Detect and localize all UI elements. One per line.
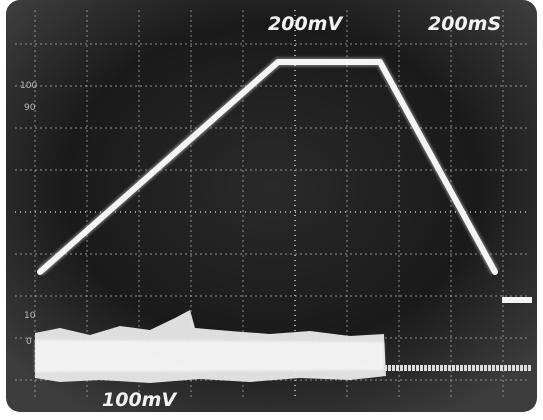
oscilloscope-photo: 100 90 10 0 200mV 200mS 100mV <box>0 0 543 420</box>
graticule-mark: 90 <box>24 103 36 113</box>
vertical-scale-label: 200mV <box>268 13 343 35</box>
graticule-mark: 0 <box>26 337 32 347</box>
time-scale-label: 200mS <box>428 13 501 35</box>
graticule-mark: 10 <box>24 311 36 321</box>
lower-scale-label: 100mV <box>102 389 177 411</box>
graticule-mark: 100 <box>20 81 37 91</box>
